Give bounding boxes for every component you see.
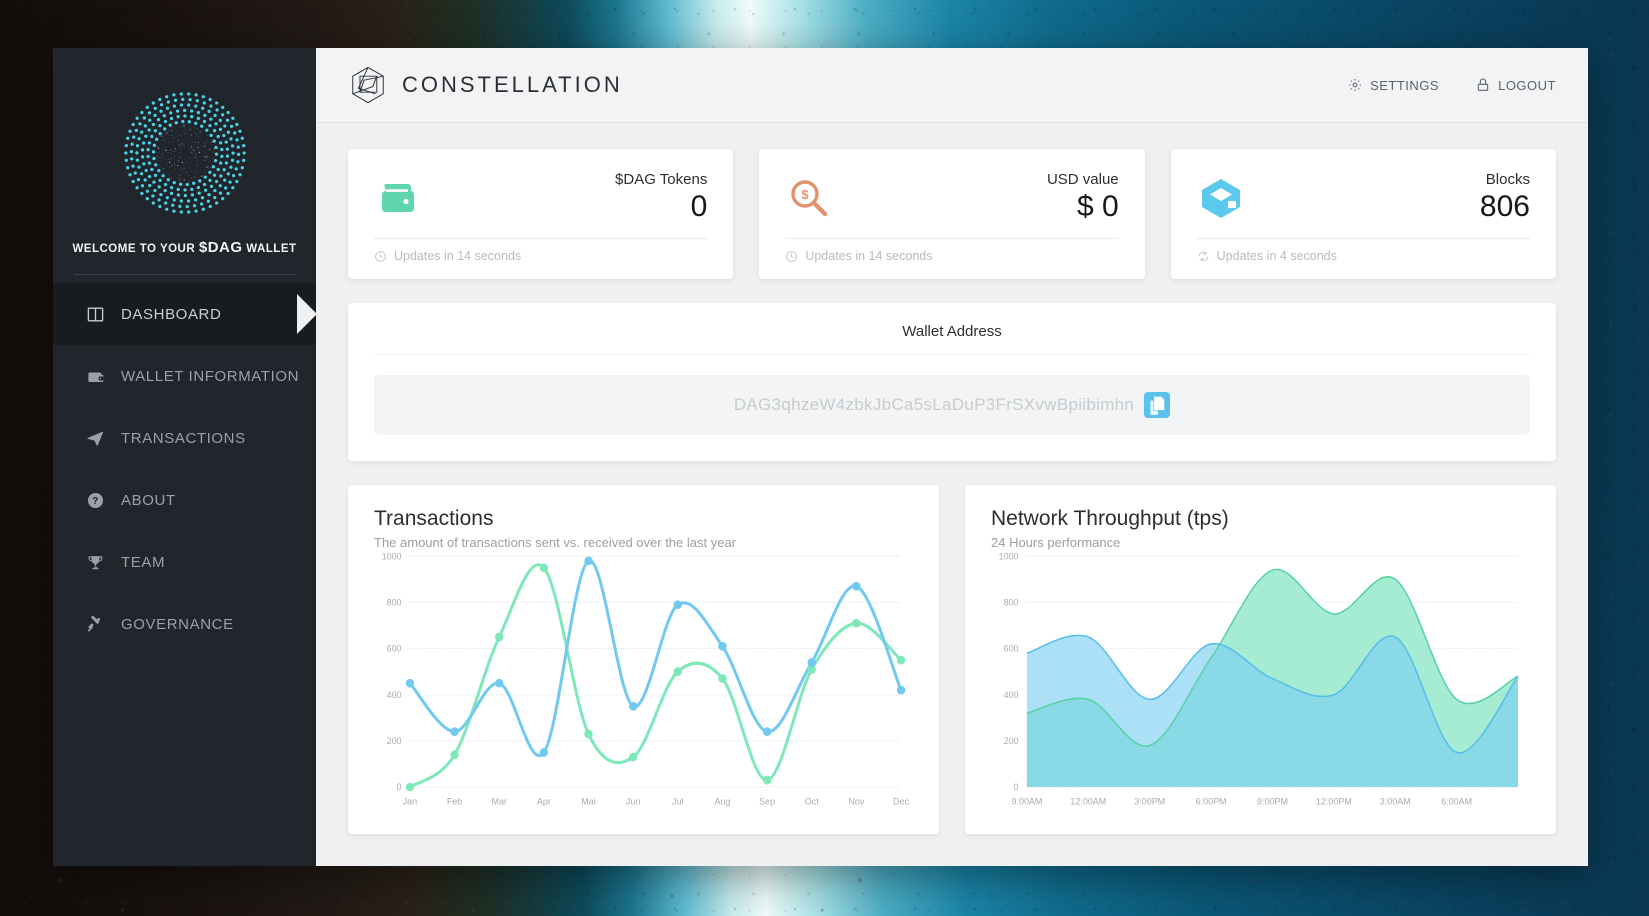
svg-text:3:00AM: 3:00AM <box>1380 796 1411 806</box>
svg-text:400: 400 <box>1004 690 1019 700</box>
svg-text:12:00PM: 12:00PM <box>1316 796 1352 806</box>
svg-text:6:00PM: 6:00PM <box>1196 796 1227 806</box>
svg-text:0: 0 <box>397 782 402 792</box>
svg-text:Nov: Nov <box>848 796 864 806</box>
svg-text:?: ? <box>92 496 99 507</box>
svg-text:Aug: Aug <box>714 796 730 806</box>
svg-text:Oct: Oct <box>805 796 819 806</box>
svg-text:Apr: Apr <box>537 796 551 806</box>
svg-text:3:00PM: 3:00PM <box>1134 796 1165 806</box>
svg-text:12:00AM: 12:00AM <box>1070 796 1106 806</box>
svg-text:Jul: Jul <box>672 796 683 806</box>
svg-text:9:00PM: 9:00PM <box>1257 796 1288 806</box>
svg-text:$: $ <box>802 187 810 202</box>
svg-text:800: 800 <box>1004 597 1019 607</box>
svg-text:1000: 1000 <box>999 551 1019 561</box>
svg-text:Dec: Dec <box>893 796 909 806</box>
svg-text:0: 0 <box>1014 782 1019 792</box>
svg-text:600: 600 <box>387 644 402 654</box>
svg-text:200: 200 <box>387 736 402 746</box>
svg-text:Feb: Feb <box>447 796 462 806</box>
svg-text:400: 400 <box>387 690 402 700</box>
svg-text:1000: 1000 <box>382 551 402 561</box>
svg-text:Jan: Jan <box>403 796 417 806</box>
svg-text:600: 600 <box>1004 644 1019 654</box>
svg-text:Mar: Mar <box>491 796 506 806</box>
svg-text:Mai: Mai <box>581 796 595 806</box>
svg-text:Sep: Sep <box>759 796 775 806</box>
svg-text:200: 200 <box>1004 736 1019 746</box>
svg-text:9:00AM: 9:00AM <box>1011 796 1042 806</box>
svg-text:800: 800 <box>387 597 402 607</box>
svg-text:6:00AM: 6:00AM <box>1441 796 1472 806</box>
svg-text:Jun: Jun <box>626 796 640 806</box>
